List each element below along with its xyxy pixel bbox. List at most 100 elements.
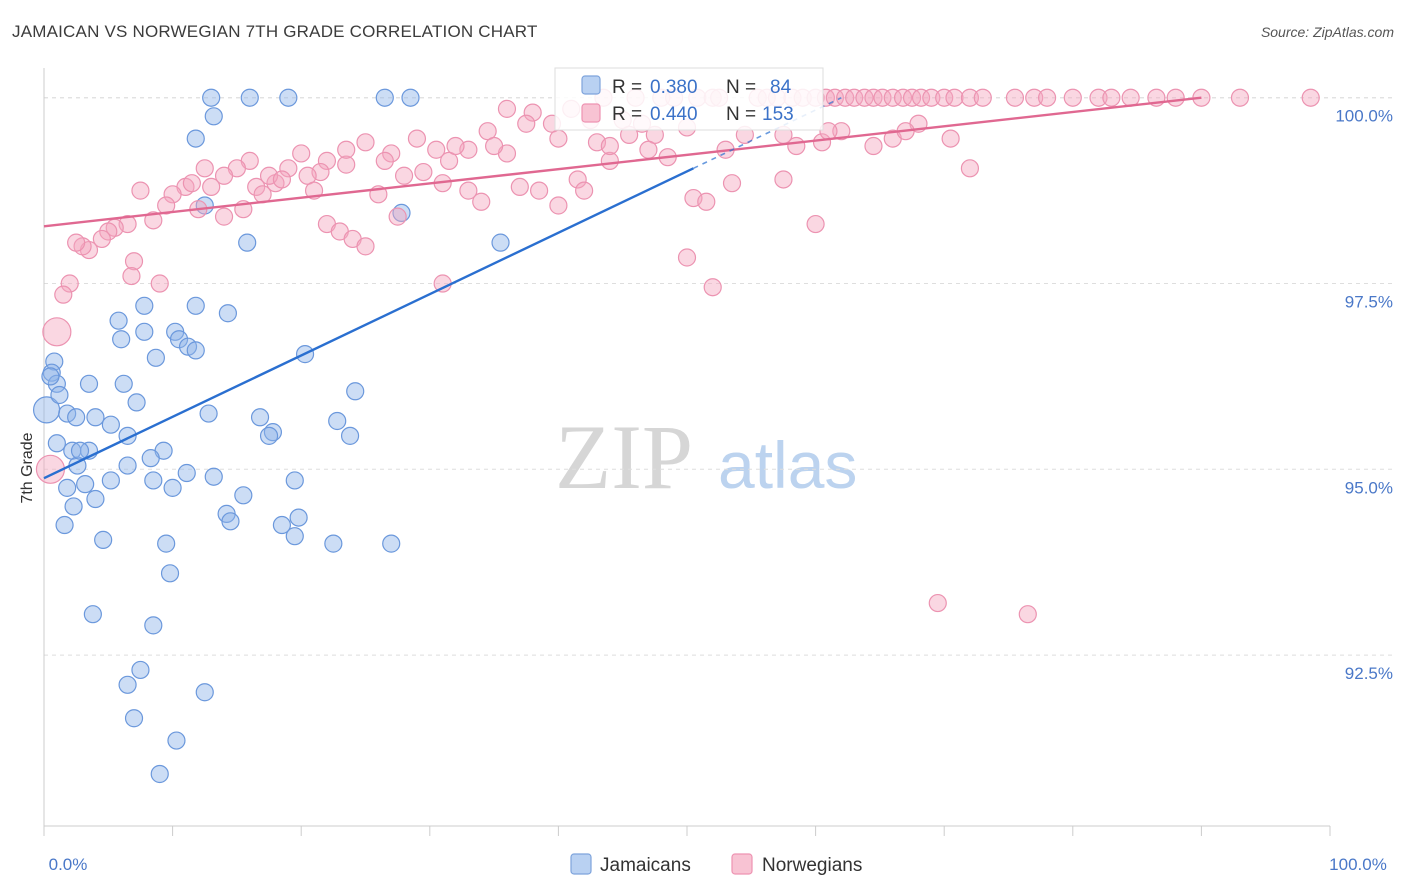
jamaican-point	[160, 564, 180, 583]
norwegian-point	[414, 162, 433, 182]
jamaican-point	[70, 441, 90, 460]
x-tick-label-max: 100.0%	[1329, 855, 1387, 874]
jamaican-point	[167, 731, 186, 750]
jamaican-point	[259, 426, 279, 445]
jamaicans-legend-swatch	[581, 75, 601, 95]
jamaican-point	[238, 233, 257, 252]
norwegian-point	[247, 177, 266, 197]
norwegian-point	[279, 159, 298, 178]
norwegians-n-label: N =	[726, 104, 756, 125]
legend-norwegians-swatch	[731, 853, 753, 875]
jamaican-point	[272, 515, 292, 535]
jamaican-point	[101, 471, 120, 490]
jamaican-point	[47, 434, 66, 453]
jamaican-point	[45, 352, 64, 371]
norwegian-point	[600, 136, 619, 156]
norwegian-point	[517, 114, 536, 133]
norwegian-point	[722, 174, 742, 193]
jamaican-point	[150, 764, 169, 784]
legend-norwegians-label: Norwegians	[762, 855, 862, 876]
jamaicans-points	[32, 88, 510, 784]
norwegian-point	[575, 181, 594, 200]
norwegian-point	[530, 181, 549, 200]
norwegian-point	[42, 317, 72, 347]
jamaicans-n-label: N =	[726, 77, 756, 98]
y-axis-label: 7th Grade	[19, 432, 36, 503]
norwegian-point	[935, 88, 954, 107]
jamaican-point	[289, 508, 308, 527]
jamaican-point	[401, 88, 420, 107]
norwegian-point	[922, 88, 941, 107]
norwegian-point	[1063, 88, 1082, 107]
norwegian-point	[131, 181, 150, 200]
jamaican-point	[375, 88, 394, 107]
jamaican-point	[195, 683, 214, 702]
jamaican-point	[157, 534, 176, 553]
norwegian-point	[1102, 88, 1121, 107]
jamaican-point	[240, 88, 259, 107]
jamaican-point	[64, 497, 83, 516]
norwegians-r-value: 0.440	[650, 104, 698, 125]
jamaican-point	[221, 512, 240, 531]
jamaican-point	[328, 411, 347, 431]
norwegian-point	[1025, 88, 1044, 107]
jamaican-point	[382, 534, 401, 553]
norwegian-point	[272, 170, 292, 189]
norwegian-point	[832, 122, 851, 141]
norwegian-point	[960, 88, 980, 107]
jamaican-point	[118, 456, 137, 475]
jamaicans-trend-line	[43, 167, 694, 480]
norwegians-trend-line	[43, 96, 1202, 228]
norwegian-point	[317, 151, 337, 170]
jamaican-point	[202, 88, 221, 107]
norwegian-point	[356, 133, 375, 152]
norwegian-point	[510, 177, 529, 197]
axes	[43, 68, 1331, 836]
norwegian-point	[99, 222, 118, 241]
jamaican-point	[163, 478, 182, 497]
norwegian-point	[124, 252, 144, 271]
norwegian-point	[60, 274, 79, 293]
jamaican-point	[285, 527, 304, 546]
norwegian-point	[703, 278, 722, 297]
norwegian-point	[973, 88, 992, 107]
norwegian-point	[941, 129, 960, 148]
norwegian-point	[382, 144, 401, 163]
jamaican-point	[346, 382, 365, 401]
norwegian-point	[67, 233, 86, 252]
jamaican-point	[177, 463, 196, 483]
jamaican-point	[58, 478, 77, 497]
jamaican-point	[86, 489, 105, 509]
norwegian-point	[568, 170, 587, 189]
jamaican-point	[491, 233, 510, 252]
norwegian-point	[523, 103, 542, 122]
norwegian-point	[54, 285, 73, 304]
jamaican-point	[32, 396, 61, 424]
y-tick-labels: 100.0% 97.5% 95.0% 92.5%	[1335, 107, 1393, 683]
norwegian-point	[1230, 88, 1250, 107]
jamaican-point	[50, 385, 69, 405]
jamaican-point	[186, 296, 205, 315]
norwegian-point	[677, 248, 697, 267]
jamaican-point	[340, 426, 360, 445]
norwegian-point	[202, 177, 221, 197]
norwegian-point	[845, 88, 864, 107]
jamaican-point	[186, 129, 205, 148]
norwegian-point	[864, 136, 883, 156]
jamaican-point	[79, 374, 99, 393]
norwegian-point	[92, 229, 111, 249]
jamaican-point	[141, 449, 160, 468]
norwegian-point	[928, 593, 947, 613]
jamaican-point	[47, 374, 66, 393]
norwegian-point	[639, 140, 658, 159]
jamaicans-r-value: 0.380	[650, 77, 698, 98]
jamaican-point	[118, 675, 137, 694]
jamaican-point	[109, 311, 128, 330]
norwegian-point	[806, 214, 825, 234]
jamaican-point	[279, 88, 298, 107]
jamaican-point	[135, 296, 154, 315]
jamaican-point	[250, 408, 270, 427]
norwegian-point	[549, 196, 568, 215]
norwegian-point	[600, 151, 619, 170]
norwegians-points	[35, 88, 1320, 624]
